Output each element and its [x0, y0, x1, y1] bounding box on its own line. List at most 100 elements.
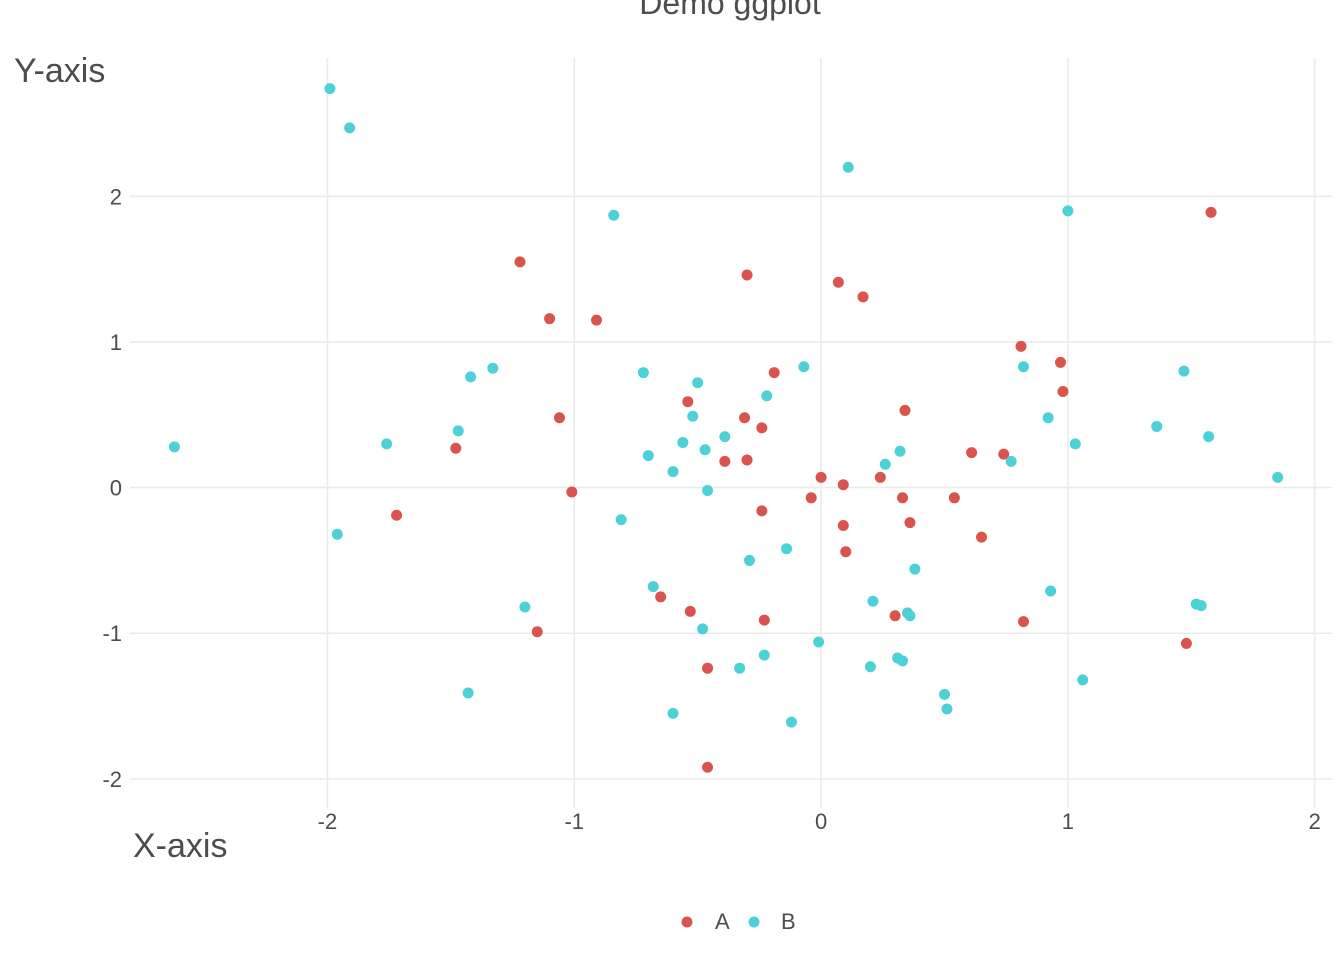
data-point-b	[381, 438, 393, 450]
data-point-a	[899, 404, 911, 416]
tick-labels: -2 -1 0 1 2 -2 -1 0 1 2	[102, 184, 1320, 834]
data-point-b	[842, 161, 854, 173]
data-point-b	[331, 528, 343, 540]
data-point-b	[647, 581, 659, 593]
data-point-b	[324, 83, 336, 95]
data-point-a	[768, 367, 780, 379]
data-point-b	[344, 122, 356, 134]
y-tick-label: 0	[110, 476, 122, 501]
data-point-b	[719, 431, 731, 443]
data-point-a	[739, 412, 751, 424]
data-point-b	[692, 377, 704, 389]
data-point-b	[904, 610, 916, 622]
data-point-b	[938, 688, 950, 700]
data-point-a	[553, 412, 565, 424]
y-axis-title: Y-axis	[14, 52, 105, 90]
data-point-b	[1272, 471, 1284, 483]
data-point-a	[948, 492, 960, 504]
data-point-a	[857, 291, 869, 303]
data-point-b	[642, 450, 654, 462]
data-points	[168, 83, 1284, 773]
data-point-b	[1017, 361, 1029, 373]
data-point-a	[514, 256, 526, 268]
data-point-a	[531, 626, 543, 638]
data-point-a	[966, 447, 978, 459]
y-tick-label: -1	[102, 621, 122, 646]
data-point-a	[837, 519, 849, 531]
data-point-b	[615, 514, 627, 526]
data-point-a	[889, 610, 901, 622]
data-point-a	[1180, 637, 1192, 649]
x-tick-label: 0	[815, 809, 827, 834]
data-point-b	[677, 436, 689, 448]
data-point-b	[781, 543, 793, 555]
data-point-a	[904, 517, 916, 529]
data-point-b	[687, 410, 699, 422]
legend-label-a: A	[715, 909, 730, 934]
data-point-b	[1178, 365, 1190, 377]
data-point-b	[1045, 585, 1057, 597]
data-point-a	[756, 505, 768, 517]
data-point-a	[976, 531, 988, 543]
data-point-b	[702, 485, 714, 497]
data-point-b	[519, 601, 531, 613]
data-point-b	[487, 362, 499, 374]
data-point-b	[1062, 205, 1074, 217]
data-point-a	[719, 455, 731, 467]
data-point-a	[756, 422, 768, 434]
y-tick-label: -2	[102, 767, 122, 792]
data-point-b	[734, 662, 746, 674]
data-point-b	[813, 636, 825, 648]
data-point-a	[874, 471, 886, 483]
chart-title: Demo ggplot	[639, 0, 821, 21]
data-point-b	[1151, 420, 1163, 432]
data-point-a	[1057, 385, 1069, 397]
data-point-b	[897, 655, 909, 667]
data-point-a	[1015, 340, 1027, 352]
data-point-a	[1017, 616, 1029, 628]
data-point-a	[840, 546, 852, 558]
legend-label-b: B	[781, 909, 796, 934]
data-point-b	[1042, 412, 1054, 424]
data-point-a	[566, 486, 578, 498]
data-point-a	[897, 492, 909, 504]
x-tick-label: 1	[1062, 809, 1074, 834]
data-point-b	[462, 687, 474, 699]
x-tick-label: -1	[564, 809, 584, 834]
data-point-b	[1195, 600, 1207, 612]
data-point-a	[1205, 206, 1217, 218]
data-point-a	[741, 269, 753, 281]
legend-key-a	[681, 916, 693, 928]
data-point-a	[837, 479, 849, 491]
y-tick-label: 2	[110, 184, 122, 209]
data-point-b	[879, 458, 891, 470]
data-point-a	[702, 761, 714, 773]
data-point-a	[741, 454, 753, 466]
data-point-b	[744, 554, 756, 566]
data-point-a	[544, 313, 556, 325]
data-point-b	[168, 441, 180, 453]
data-point-b	[798, 361, 810, 373]
data-point-b	[699, 444, 711, 456]
data-point-a	[758, 614, 770, 626]
data-point-b	[761, 390, 773, 402]
data-point-b	[1203, 431, 1215, 443]
data-point-b	[637, 367, 649, 379]
data-point-b	[465, 371, 477, 383]
data-point-a	[590, 314, 602, 326]
data-point-b	[941, 703, 953, 715]
data-point-b	[894, 445, 906, 457]
data-point-b	[864, 661, 876, 673]
data-point-a	[702, 662, 714, 674]
data-point-a	[684, 605, 696, 617]
y-tick-label: 1	[110, 330, 122, 355]
data-point-b	[667, 707, 679, 719]
x-tick-label: -2	[318, 809, 338, 834]
data-point-b	[867, 595, 879, 607]
data-point-a	[655, 591, 667, 603]
data-point-b	[608, 209, 620, 221]
data-point-b	[758, 649, 770, 661]
data-point-b	[667, 466, 679, 478]
